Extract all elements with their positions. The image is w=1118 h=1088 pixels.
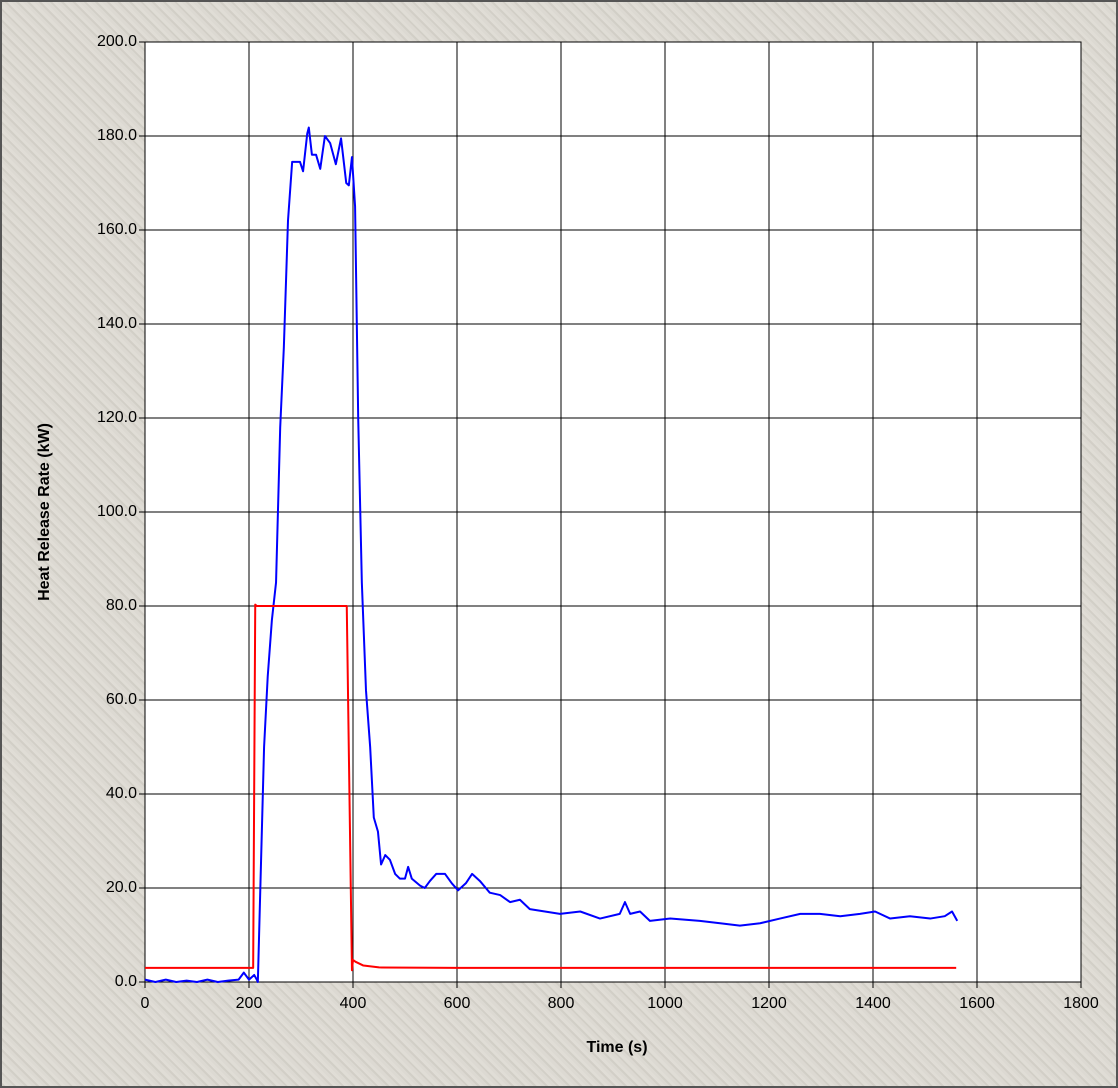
x-tick-label: 1000 — [647, 995, 683, 1012]
x-tick-label: 600 — [444, 995, 471, 1012]
y-axis-title: Heat Release Rate (kW) — [36, 423, 53, 601]
plot-border — [144, 41, 1082, 983]
x-tick-label: 1800 — [1063, 995, 1099, 1012]
x-axis-title: Time (s) — [586, 1039, 647, 1056]
x-tick-label: 1400 — [855, 995, 891, 1012]
y-tick-label: 0.0 — [115, 973, 137, 990]
y-tick-label: 100.0 — [97, 503, 137, 520]
x-tick-label: 1200 — [751, 995, 787, 1012]
y-tick-label: 40.0 — [106, 785, 137, 802]
x-tick-label: 400 — [340, 995, 367, 1012]
x-tick-label: 1600 — [959, 995, 995, 1012]
y-tick-label: 80.0 — [106, 597, 137, 614]
y-tick-label: 180.0 — [97, 127, 137, 144]
x-tick-label: 0 — [141, 995, 150, 1012]
y-tick-label: 160.0 — [97, 221, 137, 238]
y-tick-label: 60.0 — [106, 691, 137, 708]
series-line — [145, 603, 957, 972]
y-tick-label: 120.0 — [97, 409, 137, 426]
y-tick-label: 20.0 — [106, 879, 137, 896]
series-line — [144, 126, 959, 983]
y-tick-label: 140.0 — [97, 315, 137, 332]
x-tick-label: 200 — [236, 995, 263, 1012]
y-tick-label: 200.0 — [97, 33, 137, 50]
x-tick-label: 800 — [548, 995, 575, 1012]
